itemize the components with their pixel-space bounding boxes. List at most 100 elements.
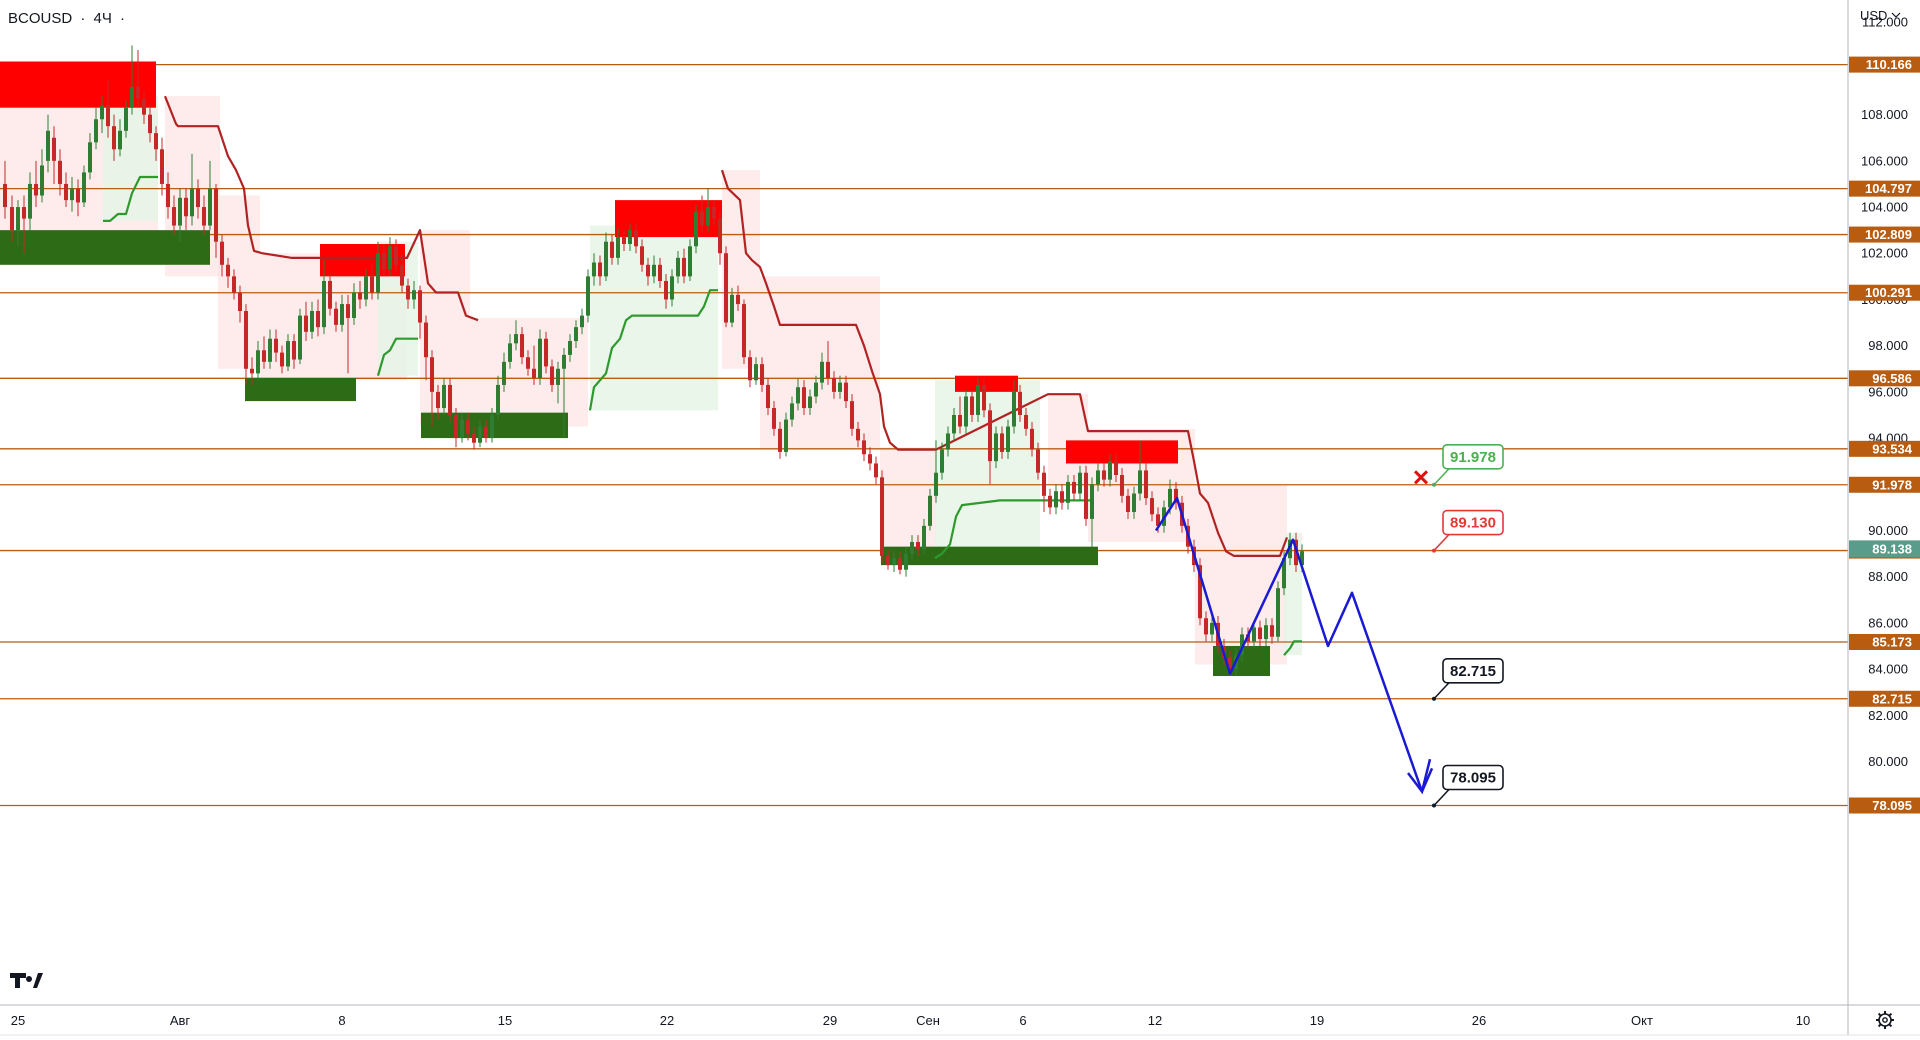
candle-body — [226, 264, 230, 277]
candle-body — [292, 341, 296, 360]
candle-body — [742, 304, 746, 358]
candle-body — [472, 433, 476, 443]
candle-body — [814, 382, 818, 397]
candle-body — [160, 149, 164, 184]
time-tick-label: Сен — [916, 1013, 940, 1028]
callout-pointer — [1433, 534, 1450, 552]
candle-body — [940, 449, 944, 473]
candle-body — [388, 246, 392, 270]
resistance-zone — [320, 244, 405, 277]
candle-body — [916, 542, 920, 549]
candle-body — [1198, 565, 1202, 619]
settings-gear-icon[interactable] — [1876, 1011, 1894, 1029]
candle-body — [148, 114, 152, 134]
candle-body — [1060, 491, 1064, 503]
candle-body — [394, 246, 398, 265]
candle-body — [1024, 414, 1028, 429]
candle-body — [1144, 470, 1148, 499]
level-label-bg — [1849, 370, 1920, 387]
time-tick-label: 26 — [1472, 1013, 1486, 1028]
candle-body — [286, 341, 290, 367]
price-tick-label: 104.000 — [1861, 200, 1908, 215]
candle-body — [538, 338, 542, 378]
callout-anchor — [1432, 696, 1436, 701]
bear-fill-band-2 — [218, 195, 260, 369]
level-label-bg — [1849, 440, 1920, 457]
candle-body — [334, 308, 338, 325]
bear-fill-band-5 — [470, 317, 588, 427]
level-label-bg — [1849, 226, 1920, 243]
callout-anchor — [1432, 803, 1436, 808]
candle-body — [76, 188, 80, 203]
candle-body — [1102, 470, 1106, 480]
candle-body — [934, 472, 938, 496]
red-trailing-stop — [720, 169, 1289, 558]
green-trailing-stop — [934, 499, 1092, 560]
candle-body — [958, 414, 962, 427]
title-trailing-dot: · — [120, 10, 125, 27]
candle-body — [1300, 551, 1304, 566]
candle-body — [766, 384, 770, 409]
candle-body — [154, 133, 158, 150]
candle-body — [520, 334, 524, 358]
candle-body — [1108, 461, 1112, 480]
level-label: 82.715 — [1872, 691, 1912, 706]
candle-body — [100, 105, 104, 120]
candle-body — [676, 257, 680, 277]
candle-body — [886, 555, 890, 566]
candle-body — [10, 207, 14, 231]
time-tick-label: 8 — [338, 1013, 345, 1028]
candle-body — [460, 419, 464, 439]
tradingview-logo-icon[interactable] — [10, 973, 43, 988]
candle-body — [376, 253, 380, 293]
callout-pointer — [1433, 682, 1450, 700]
currency-label[interactable]: USD — [1860, 8, 1887, 23]
candle-body — [406, 285, 410, 300]
candle-body — [652, 264, 656, 277]
candle-body — [424, 322, 428, 358]
candle-body — [82, 172, 86, 203]
candle-body — [1000, 433, 1004, 452]
candle-body — [64, 183, 68, 201]
price-axis-panel[interactable] — [1848, 0, 1920, 1005]
candle-body — [322, 280, 326, 328]
candle-body — [760, 364, 764, 385]
green-trailing-stop — [376, 337, 418, 377]
current-price-bg — [1849, 540, 1920, 558]
candle-body — [250, 368, 254, 374]
candle-body — [346, 304, 350, 318]
time-tick-label: 12 — [1148, 1013, 1162, 1028]
chart-title[interactable]: BCOUSD · 4Ч · — [8, 10, 125, 27]
candle-body — [1204, 618, 1208, 635]
candle-body — [1084, 472, 1088, 519]
candle-body — [952, 414, 956, 434]
price-tick-label: 86.000 — [1868, 615, 1908, 630]
price-tick-label: 108.000 — [1861, 107, 1908, 122]
time-axis-ticks[interactable]: 25 Авг 8 15 22 29 Сен 6 12 19 26 Окт 10 — [11, 1013, 1810, 1028]
support-zone — [421, 412, 568, 439]
candle-body — [400, 264, 404, 286]
candle-body — [970, 396, 974, 415]
candle-body — [622, 237, 626, 245]
candle-body — [568, 341, 572, 355]
candle-body — [640, 246, 644, 265]
currency-chevron-down-icon[interactable] — [1891, 12, 1901, 18]
bear-fill-band-9 — [1048, 394, 1088, 485]
candle-body — [34, 183, 38, 196]
candle-body — [724, 253, 728, 323]
resistance-zone — [955, 375, 1018, 392]
time-tick-label: 25 — [11, 1013, 25, 1028]
candle-body — [1156, 514, 1160, 526]
candle-body — [784, 419, 788, 452]
candle-body — [130, 86, 134, 108]
candle-body — [46, 130, 50, 161]
candle-body — [826, 361, 830, 378]
level-label: 78.095 — [1872, 798, 1912, 813]
candle-body — [748, 357, 752, 381]
green-trailing-stop — [103, 175, 158, 222]
level-label: 100.291 — [1865, 285, 1912, 300]
candle-body — [994, 433, 998, 462]
candle-body — [88, 142, 92, 173]
candle-body — [22, 207, 26, 219]
